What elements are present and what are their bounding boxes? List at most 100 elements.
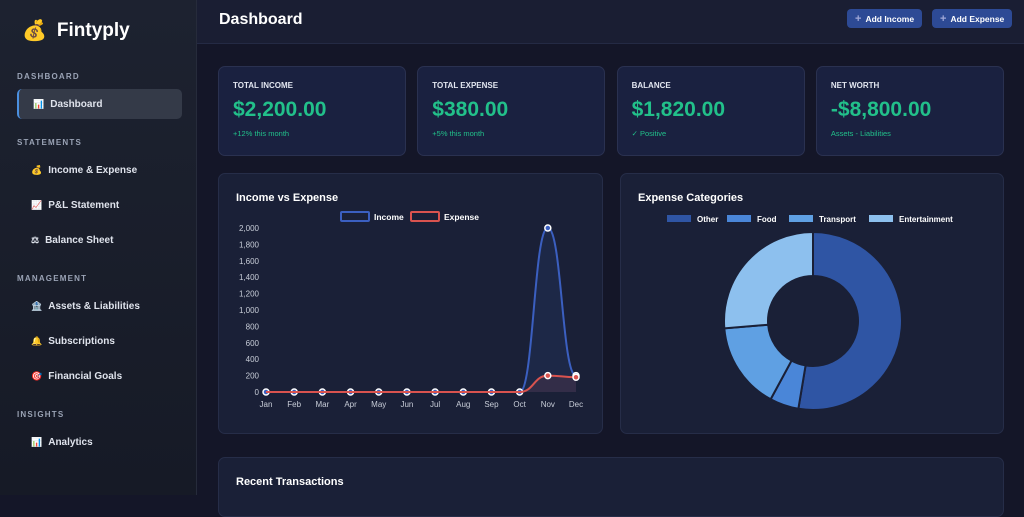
sidebar-item-label: Balance Sheet — [45, 234, 114, 246]
stat-card-balance: BALANCE $1,820.00 ✓ Positive — [616, 66, 805, 156]
add-expense-button[interactable]: + Add Expense — [932, 9, 1013, 28]
stat-card-total-income: TOTAL INCOME $2,200.00 +12% this month — [218, 66, 406, 156]
nav-icon: 📊 — [33, 98, 45, 109]
x-tick-label: Jul — [430, 400, 440, 409]
stat-card-net-worth: NET WORTH -$8,800.00 Assets - Liabilities — [815, 66, 1004, 156]
donut-slice-other[interactable] — [797, 230, 903, 411]
data-point[interactable] — [572, 373, 580, 381]
stat-label: TOTAL INCOME — [233, 81, 293, 90]
stat-value: $2,200.00 — [233, 98, 327, 121]
data-point[interactable] — [544, 371, 552, 380]
stat-value: -$8,800.00 — [830, 98, 932, 121]
add-income-label: Add Income — [865, 13, 915, 24]
legend-label[interactable]: Expense — [444, 212, 479, 222]
y-tick-label: 1,000 — [239, 306, 260, 315]
sidebar-item-label: Financial Goals — [48, 370, 123, 382]
legend-label[interactable]: Income — [374, 212, 404, 222]
nav-icon: 📊 — [31, 436, 43, 447]
x-tick-label: Apr — [344, 400, 357, 409]
stat-label: NET WORTH — [830, 81, 880, 90]
recent-transactions-panel: Recent Transactions — [218, 457, 1004, 517]
sidebar-section-label: DASHBOARD — [17, 72, 80, 81]
x-tick-label: Jan — [260, 400, 273, 409]
nav-icon: 🎯 — [31, 370, 43, 381]
sidebar: 💰 Fintyply DASHBOARD 📊 Dashboard STATEMENTS 💰… — [0, 0, 197, 495]
header: Dashboard + Add Income + Add Expense — [197, 0, 1024, 44]
chart-title: Expense Categories — [638, 192, 744, 204]
data-point[interactable] — [544, 224, 552, 232]
donut-chart: Other Food Transport Entertainment — [667, 215, 953, 411]
donut-slice-entertainment[interactable] — [723, 230, 814, 330]
legend-swatch[interactable] — [727, 215, 751, 222]
x-tick-label: Oct — [513, 400, 526, 409]
legend-label[interactable]: Transport — [819, 215, 856, 224]
x-tick-label: Jun — [400, 400, 413, 409]
nav-icon: 🔔 — [31, 335, 43, 346]
stat-label: TOTAL EXPENSE — [432, 81, 499, 90]
x-tick-label: May — [371, 400, 386, 409]
nav-icon: 🏦 — [31, 300, 43, 311]
sidebar-item-dashboard[interactable]: 📊 Dashboard — [17, 89, 182, 119]
app-logo[interactable]: 💰 Fintyply — [22, 18, 130, 43]
sidebar-section-label: INSIGHTS — [17, 410, 65, 419]
money-bag-icon: 💰 — [22, 20, 47, 42]
series-area — [266, 228, 576, 392]
sidebar-item-label: Income & Expense — [48, 164, 138, 176]
y-tick-label: 400 — [246, 355, 260, 364]
y-tick-label: 200 — [246, 372, 260, 381]
line-chart: 0 200 400 600 800 1,000 1,200 1,400 1,600 1,800 2,… — [239, 211, 583, 409]
stat-subtext: +5% this month — [432, 129, 485, 138]
chart-title: Income vs Expense — [236, 192, 339, 204]
sidebar-item-label: Dashboard — [50, 98, 103, 110]
stat-label: BALANCE — [631, 81, 671, 90]
sidebar-item-financial-goals[interactable]: 🎯 Financial Goals — [17, 361, 182, 391]
add-expense-label: Add Expense — [950, 13, 1005, 24]
stat-subtext: ✓ Positive — [631, 129, 667, 138]
plus-icon: + — [940, 12, 947, 25]
sidebar-item-p-l-statement[interactable]: 📈 P&L Statement — [17, 190, 182, 220]
legend-label[interactable]: Entertainment — [899, 215, 953, 224]
y-tick-label: 2,000 — [239, 224, 260, 233]
series-line-expense — [266, 374, 577, 393]
x-tick-label: Feb — [287, 400, 301, 409]
app-name: Fintyply — [56, 19, 130, 41]
sidebar-item-label: Assets & Liabilities — [48, 300, 140, 312]
y-tick-label: 600 — [246, 339, 260, 348]
y-tick-label: 1,800 — [239, 240, 260, 249]
page-title: Dashboard — [219, 11, 303, 28]
legend-label[interactable]: Other — [697, 215, 718, 224]
y-tick-label: 1,200 — [239, 290, 260, 299]
legend-swatch[interactable] — [869, 215, 893, 222]
legend-label[interactable]: Food — [757, 215, 777, 224]
sidebar-item-label: Subscriptions — [48, 335, 115, 347]
sidebar-item-label: P&L Statement — [48, 199, 120, 211]
legend-swatch[interactable] — [340, 211, 370, 222]
legend-swatch[interactable] — [667, 215, 691, 222]
sidebar-item-assets-liabilities[interactable]: 🏦 Assets & Liabilities — [17, 291, 182, 321]
x-tick-label: Dec — [569, 400, 583, 409]
sidebar-item-analytics[interactable]: 📊 Analytics — [17, 427, 182, 457]
nav-icon: 📈 — [31, 199, 43, 210]
x-tick-label: Mar — [315, 400, 329, 409]
y-tick-label: 800 — [246, 322, 260, 331]
stat-subtext: Assets - Liabilities — [830, 129, 891, 138]
stat-value: $380.00 — [432, 98, 509, 121]
stat-subtext: +12% this month — [233, 129, 290, 138]
expense-categories-panel: Expense Categories Other Food Transport Ent… — [620, 173, 1004, 434]
sidebar-item-subscriptions[interactable]: 🔔 Subscriptions — [17, 326, 182, 356]
y-tick-label: 0 — [255, 388, 260, 397]
income-expense-chart-panel: Income vs Expense 0 200 400 600 800 1,000 1,20… — [218, 173, 603, 434]
y-tick-label: 1,600 — [239, 257, 260, 266]
y-tick-label: 1,400 — [239, 273, 260, 282]
add-income-button[interactable]: + Add Income — [847, 9, 923, 28]
plus-icon: + — [855, 12, 862, 25]
sidebar-item-balance-sheet[interactable]: ⚖ Balance Sheet — [17, 225, 182, 255]
stat-card-total-expense: TOTAL EXPENSE $380.00 +5% this month — [417, 66, 606, 156]
x-tick-label: Aug — [456, 400, 470, 409]
sidebar-item-income-expense[interactable]: 💰 Income & Expense — [17, 155, 182, 185]
legend-swatch[interactable] — [789, 215, 813, 222]
sidebar-item-label: Analytics — [48, 436, 93, 448]
nav-icon: 💰 — [31, 164, 43, 175]
legend-swatch[interactable] — [410, 211, 440, 222]
nav-icon: ⚖ — [31, 234, 40, 245]
